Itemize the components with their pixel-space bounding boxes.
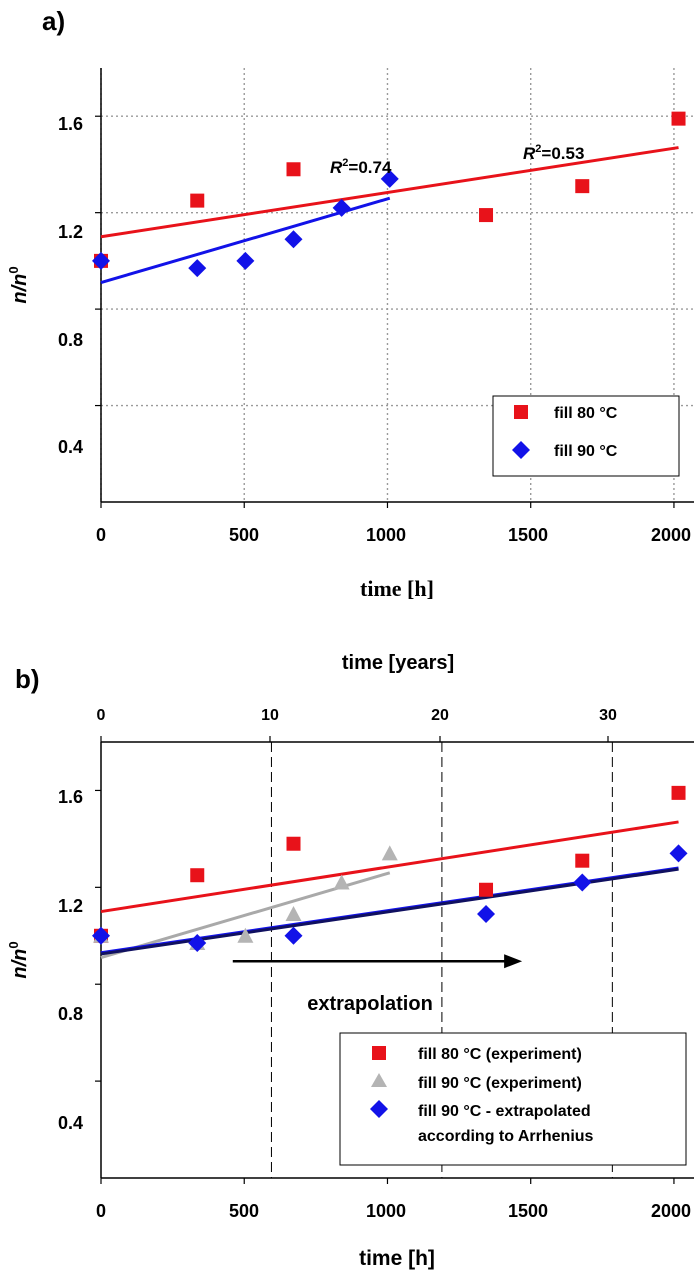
x-tick-label: 1000 (366, 525, 406, 545)
panel-a-legend: fill 80 °C fill 90 °C (492, 395, 680, 477)
panel-b-y-tick-labels: 0.4 0.8 1.2 1.6 (58, 787, 83, 1133)
x-tick-label: 500 (229, 1201, 259, 1221)
r2-label-fill-90: R2=0.74 (330, 157, 392, 177)
data-point-diamond (92, 926, 110, 945)
data-point-diamond (236, 251, 255, 270)
data-point-triangle (381, 845, 398, 861)
y-tick-label: 0.8 (58, 1004, 83, 1024)
data-point-diamond (669, 844, 688, 863)
data-point-triangle (333, 874, 350, 890)
x-tick-label: 1500 (508, 525, 548, 545)
legend-marker-triangle (371, 1073, 387, 1087)
panel-b-axes (100, 741, 694, 1179)
y-tick-label: 1.2 (58, 222, 83, 242)
extrapolation-label: extrapolation (307, 993, 433, 1015)
data-point-diamond (284, 926, 303, 945)
panel-b-x-tick-labels: 0 500 1000 1500 2000 (96, 1201, 691, 1221)
y-tick-label: 0.4 (58, 1113, 83, 1133)
legend-entry: fill 90 °C (554, 443, 618, 460)
data-point-square (575, 853, 590, 868)
panel-b-fit-lines (100, 820, 679, 960)
data-point-diamond (573, 873, 592, 892)
legend-entry: fill 80 °C (554, 405, 618, 422)
data-point-square (575, 179, 590, 194)
panel-a-axes (100, 68, 694, 503)
legend-entry: fill 80 °C (experiment) (418, 1046, 582, 1063)
panel-b-y-axis-title: n/n0 (6, 941, 31, 978)
y-tick-label: 0.4 (58, 437, 83, 457)
panel-a-y-axis-title: n/n0 (6, 266, 31, 303)
data-point-diamond (332, 198, 351, 217)
panel-b-legend: fill 80 °C (experiment) fill 90 °C (expe… (339, 1032, 687, 1166)
data-point-diamond (188, 934, 207, 953)
fit-line (100, 146, 679, 239)
top-x-tick-label: 0 (97, 707, 106, 724)
data-point-triangle (237, 927, 254, 943)
panel-a-x-axis-title: time [h] (360, 576, 434, 601)
data-point-square (190, 868, 205, 883)
panel-a-y-tick-labels: 0.4 0.8 1.2 1.6 (58, 114, 83, 457)
top-x-tick-label: 30 (599, 707, 617, 724)
x-tick-label: 1500 (508, 1201, 548, 1221)
x-tick-label: 2000 (651, 1201, 691, 1221)
data-point-diamond (284, 230, 303, 249)
panel-a-data-points (92, 111, 686, 278)
legend-marker-diamond (370, 1100, 388, 1118)
x-tick-label: 500 (229, 525, 259, 545)
x-tick-label: 0 (96, 1201, 106, 1221)
data-point-square (286, 836, 301, 851)
panel-b: b) time [years] 0 10 20 30 0 500 1000 15… (6, 652, 694, 1270)
panel-b-x-axis-title: time [h] (359, 1247, 435, 1270)
top-x-tick-label: 10 (261, 707, 279, 724)
panel-a-ticks (95, 115, 675, 508)
y-tick-label: 0.8 (58, 330, 83, 350)
fit-line (100, 867, 679, 956)
panel-a-x-tick-labels: 0 500 1000 1500 2000 (96, 525, 691, 545)
legend-marker-square (514, 405, 528, 419)
panel-b-data-points (92, 785, 688, 953)
data-point-diamond (92, 251, 110, 270)
data-point-square (190, 193, 205, 208)
legend-entry: fill 90 °C - extrapolated (418, 1103, 591, 1120)
y-tick-label: 1.6 (58, 114, 83, 134)
top-x-tick-label: 20 (431, 707, 449, 724)
data-point-square (479, 882, 494, 897)
x-tick-label: 2000 (651, 525, 691, 545)
panel-b-top-tick-labels: 0 10 20 30 (97, 707, 617, 724)
data-point-square (671, 111, 686, 126)
r2-label-fill-80: R2=0.53 (523, 143, 584, 163)
y-tick-label: 1.6 (58, 787, 83, 807)
y-tick-label: 1.2 (58, 896, 83, 916)
data-point-square (671, 785, 686, 800)
legend-marker-square (372, 1046, 386, 1060)
data-point-diamond (380, 169, 399, 188)
data-point-diamond (188, 259, 207, 278)
panel-b-top-axis-title: time [years] (342, 652, 454, 674)
fit-line (100, 820, 679, 914)
data-point-square (479, 208, 494, 223)
legend-entry: according to Arrhenius (418, 1128, 594, 1145)
data-point-diamond (477, 904, 496, 923)
data-point-square (286, 162, 301, 177)
legend-entry: fill 90 °C (experiment) (418, 1075, 582, 1092)
extrapolation-arrow (232, 954, 523, 969)
panel-a-label: a) (42, 6, 65, 36)
x-tick-label: 0 (96, 525, 106, 545)
data-point-triangle (285, 905, 302, 921)
legend-marker-diamond (512, 441, 530, 459)
panel-b-label: b) (15, 664, 40, 694)
panel-b-ticks (95, 736, 675, 1184)
panel-a: a) 0 500 1000 1500 2000 0.4 0.8 1.2 1.6 … (6, 6, 694, 601)
x-tick-label: 1000 (366, 1201, 406, 1221)
